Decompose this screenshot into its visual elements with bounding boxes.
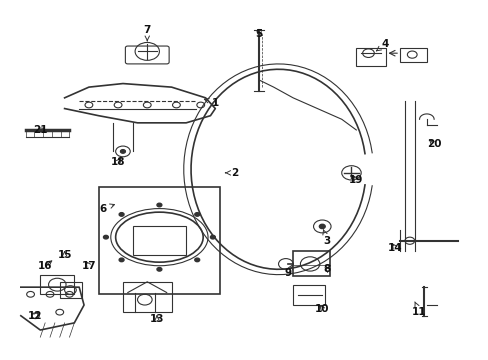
Bar: [356, 48, 385, 66]
Text: 15: 15: [57, 250, 72, 260]
Text: 6: 6: [100, 203, 114, 213]
Circle shape: [319, 224, 325, 229]
Text: 16: 16: [38, 261, 52, 271]
Text: 20: 20: [426, 139, 441, 149]
Circle shape: [157, 203, 162, 207]
Text: 17: 17: [81, 261, 96, 271]
Text: 13: 13: [149, 314, 164, 324]
Bar: [292, 251, 329, 276]
Circle shape: [119, 213, 124, 216]
Bar: [60, 282, 81, 298]
Text: 21: 21: [33, 125, 47, 135]
Text: 10: 10: [314, 303, 329, 314]
Bar: [399, 48, 426, 62]
Text: 3: 3: [322, 230, 330, 246]
Text: 2: 2: [225, 168, 238, 178]
Text: 7: 7: [143, 25, 151, 41]
Circle shape: [194, 258, 199, 262]
Text: 1: 1: [204, 98, 219, 108]
Text: 4: 4: [376, 39, 388, 51]
Circle shape: [119, 258, 124, 262]
Bar: [40, 275, 74, 294]
Circle shape: [157, 267, 162, 271]
Text: 5: 5: [255, 28, 262, 39]
Text: 12: 12: [28, 311, 42, 321]
Circle shape: [194, 213, 199, 216]
Bar: [132, 226, 186, 255]
Text: 8: 8: [323, 264, 330, 274]
Text: 14: 14: [387, 243, 402, 253]
Circle shape: [103, 235, 108, 239]
Text: 19: 19: [348, 175, 363, 185]
Circle shape: [120, 150, 125, 153]
Text: 11: 11: [411, 302, 426, 317]
Bar: [292, 285, 324, 305]
Circle shape: [210, 235, 215, 239]
Bar: [122, 282, 171, 312]
Text: 18: 18: [111, 157, 125, 167]
Text: 9: 9: [284, 265, 292, 278]
Bar: [99, 187, 220, 294]
